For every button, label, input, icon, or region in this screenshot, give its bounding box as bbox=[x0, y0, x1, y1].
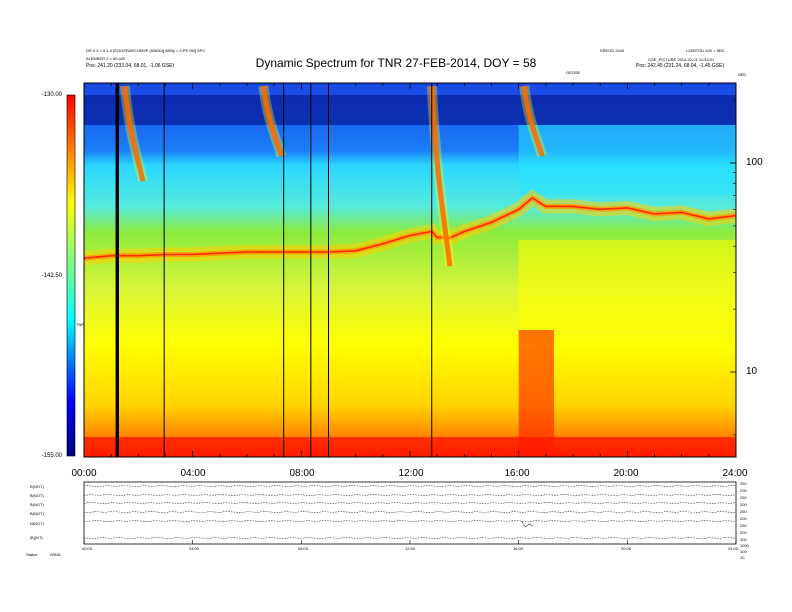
lower-right-label-7: 250 bbox=[740, 523, 747, 528]
colorbar bbox=[66, 94, 76, 457]
plasma-line-core bbox=[83, 197, 737, 260]
lower-left-label-3: B(NOT) bbox=[30, 502, 44, 507]
upper-dark-band bbox=[84, 95, 736, 125]
lower-right-label-3: 250 bbox=[740, 495, 747, 500]
storm-red-region bbox=[518, 330, 554, 457]
lower-x-tick-2000: 20:00 bbox=[621, 546, 632, 551]
header-right-line-1: KREOD 2440 bbox=[600, 48, 625, 53]
lower-right-label-9: 100 bbox=[740, 537, 747, 542]
lower-trace-1 bbox=[83, 484, 737, 488]
header-right-pos: Pos: 242.45 (231.24, 68.04, -1.45 GSE) bbox=[636, 63, 725, 69]
radio-burst-glow-4 bbox=[519, 85, 548, 158]
plot-axes bbox=[83, 83, 737, 457]
lower-trace-5 bbox=[83, 519, 737, 523]
lower-right-label-1: 250 bbox=[740, 481, 747, 486]
x-tick-2000: 20:00 bbox=[613, 468, 639, 479]
lower-left-label-1: B(NOT) bbox=[30, 484, 44, 489]
lower-trace-4 bbox=[83, 510, 737, 514]
lower-x-tick-2400: 24:00 bbox=[728, 546, 739, 551]
lower-trace-disturbance bbox=[521, 520, 534, 528]
upper-blue-band bbox=[84, 86, 736, 94]
header-mid-label: GEOSE bbox=[566, 70, 581, 75]
header-right-line-3: GSE_PICTURE 2014-02-01 11:43:01 bbox=[648, 57, 715, 62]
x-tick-1200: 12:00 bbox=[398, 468, 424, 479]
x-tick-2400: 24:00 bbox=[722, 468, 748, 479]
lower-right-label-6: 200 bbox=[740, 516, 747, 521]
post-storm-yellow bbox=[518, 240, 736, 330]
chart-title: Dynamic Spectrum for TNR 27-FEB-2014, DO… bbox=[255, 56, 537, 70]
header-left-line-2: ALEMBER 2 = 80.02E bbox=[86, 56, 126, 61]
lower-right-label-12: 10 bbox=[740, 555, 745, 560]
lower-right-label-4: 200 bbox=[740, 502, 747, 507]
radio-burst-glow-3 bbox=[426, 85, 455, 267]
radio-burst-3 bbox=[429, 85, 453, 267]
lower-trace-2 bbox=[83, 493, 737, 497]
radio-burst-1 bbox=[122, 85, 146, 182]
header-left-pos: Pos: 241.20 (233.04, 68.01, -1.06 GSE) bbox=[86, 63, 175, 69]
lower-x-tick-1200: 12:00 bbox=[405, 546, 416, 551]
radio-burst-glow-2 bbox=[258, 85, 287, 158]
lower-left-label-5: N(NOT) bbox=[30, 521, 44, 526]
colorbar-tick-min: -155.00 bbox=[41, 453, 62, 459]
radio-burst-4 bbox=[521, 85, 545, 157]
lower-status-label: Status bbox=[26, 552, 38, 557]
lower-left-label-6: |B|(NT) bbox=[30, 535, 43, 540]
lower-panel-frame bbox=[83, 481, 737, 545]
lower-right-label-2: 200 bbox=[740, 488, 747, 493]
lower-left-label-2: B(NOT) bbox=[30, 493, 44, 498]
y-tick-10: 10 bbox=[746, 366, 758, 377]
x-tick-0400: 04:00 bbox=[180, 468, 206, 479]
radio-burst-2 bbox=[260, 85, 284, 157]
spectrogram-plot bbox=[83, 83, 737, 457]
colorbar-label: TNR bbox=[76, 322, 85, 327]
header-right-line-2: L2EBTOD 100 = 8ED bbox=[686, 48, 725, 53]
corner-label: SED bbox=[738, 72, 747, 77]
lower-right-label-11: 100 bbox=[740, 549, 747, 554]
radio-burst-glow-1 bbox=[119, 85, 148, 183]
lower-status-code: WIND bbox=[50, 552, 61, 557]
lower-left-label-4: B(NOT) bbox=[30, 511, 44, 516]
x-tick-0000: 00:00 bbox=[71, 468, 97, 479]
colorbar-tick-max: -130.00 bbox=[41, 92, 62, 98]
lower-right-label-5: 250 bbox=[740, 509, 747, 514]
lower-x-tick-0800: 08:00 bbox=[298, 546, 309, 551]
y-tick-100: 100 bbox=[746, 157, 763, 168]
lower-trace-3 bbox=[83, 501, 737, 505]
lower-trace-6 bbox=[83, 536, 737, 540]
header-left-line-1: DR 0.2 = 0.1-0 [EOOSPARCHEMP (80600)] 8S… bbox=[86, 48, 206, 53]
x-tick-0800: 08:00 bbox=[289, 468, 315, 479]
lower-x-tick-0400: 04:00 bbox=[189, 546, 200, 551]
x-tick-1600: 16:00 bbox=[504, 468, 530, 479]
lower-x-tick-0000: 00:00 bbox=[82, 546, 93, 551]
post-storm-cyan bbox=[518, 125, 736, 195]
lower-right-label-8: 200 bbox=[740, 530, 747, 535]
lower-right-label-10: 1000 bbox=[740, 543, 749, 548]
colorbar-tick-mid: -142.50 bbox=[41, 273, 62, 279]
low-frequency-noise bbox=[84, 437, 736, 457]
lower-x-tick-1600: 16:00 bbox=[513, 546, 524, 551]
